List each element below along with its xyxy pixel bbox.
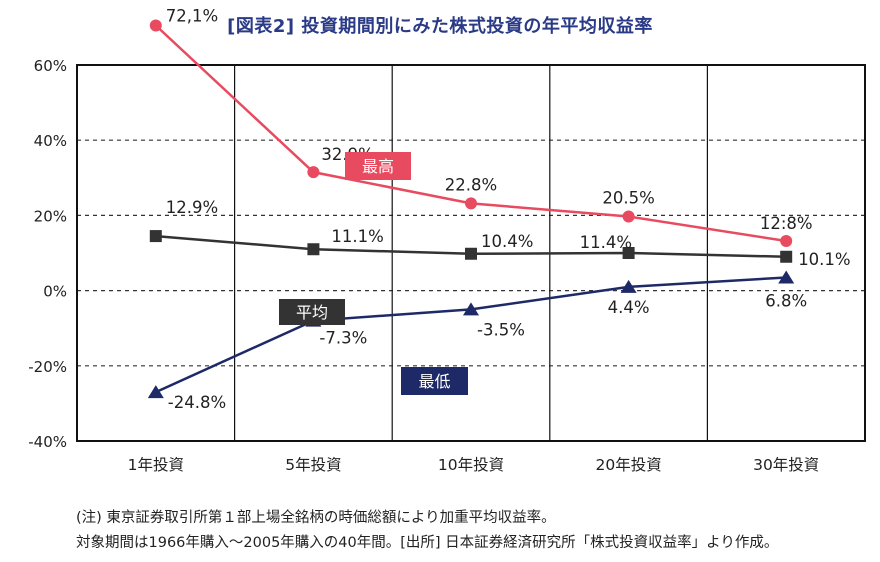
series-tag-label: 最高 bbox=[362, 157, 394, 176]
data-point-square bbox=[307, 243, 320, 256]
data-label: 10.1% bbox=[798, 250, 850, 269]
footnote-1: (注) 東京証券取引所第１部上場全銘柄の時価総額により加重平均収益率。 bbox=[76, 510, 556, 526]
y-tick-label: 20% bbox=[34, 207, 67, 225]
data-label: 11.1% bbox=[331, 227, 383, 246]
series-tag-label: 平均 bbox=[296, 303, 328, 322]
data-label: 12:8% bbox=[760, 214, 813, 233]
data-point-triangle bbox=[147, 385, 164, 399]
data-point-triangle bbox=[620, 279, 637, 293]
data-label: 10.4% bbox=[481, 232, 533, 251]
data-label: 20.5% bbox=[602, 189, 654, 208]
chart-title: [図表2] 投資期間別にみた株式投資の年平均収益率 bbox=[227, 16, 653, 37]
x-tick-label: 20年投資 bbox=[595, 456, 661, 474]
data-label: 11.4% bbox=[580, 233, 632, 252]
x-tick-label: 10年投資 bbox=[438, 456, 504, 474]
data-point-triangle bbox=[778, 270, 795, 284]
data-point-square bbox=[465, 247, 477, 260]
y-tick-label: 0% bbox=[43, 283, 67, 301]
y-tick-label: -20% bbox=[28, 358, 67, 376]
data-label: -24.8% bbox=[168, 393, 226, 412]
data-label: 22.8% bbox=[445, 175, 497, 194]
x-tick-label: 1年投資 bbox=[128, 456, 184, 474]
series-tag-label: 最低 bbox=[418, 372, 450, 391]
data-label: 72,1% bbox=[166, 7, 218, 26]
data-point-square bbox=[622, 247, 635, 259]
data-label: 4.4% bbox=[608, 298, 650, 317]
data-point-square bbox=[780, 250, 793, 263]
data-point-circle bbox=[465, 197, 477, 210]
data-label: -7.3% bbox=[319, 329, 367, 348]
data-point-circle bbox=[780, 234, 793, 247]
x-tick-label: 30年投資 bbox=[753, 456, 819, 474]
data-point-circle bbox=[307, 166, 320, 179]
y-tick-label: 60% bbox=[34, 57, 67, 75]
footnote-2: 対象期間は1966年購入～2005年購入の40年間。[出所] 日本証券経済研究所… bbox=[76, 535, 779, 551]
plot-frame bbox=[76, 64, 866, 442]
data-point-triangle bbox=[463, 302, 479, 316]
series-tag-box bbox=[279, 299, 345, 325]
series-tag-box bbox=[401, 367, 468, 395]
data-label: 6.8% bbox=[765, 291, 807, 310]
data-point-circle bbox=[622, 210, 635, 223]
series-tag-box bbox=[345, 152, 411, 180]
series-line-3 bbox=[155, 276, 787, 394]
line-chart: -40% -20% 0% 20% 40% 60% 1年投資 5年投資 10年投資 20年投資 30年… bbox=[28, 7, 866, 474]
data-label: 12.9% bbox=[166, 198, 218, 217]
y-tick-label: 40% bbox=[34, 132, 67, 150]
y-tick-label: -40% bbox=[28, 433, 67, 451]
data-point-square bbox=[149, 230, 162, 243]
data-label: -3.5% bbox=[477, 320, 525, 339]
x-tick-label: 5年投資 bbox=[285, 456, 341, 474]
data-point-circle bbox=[149, 19, 162, 32]
